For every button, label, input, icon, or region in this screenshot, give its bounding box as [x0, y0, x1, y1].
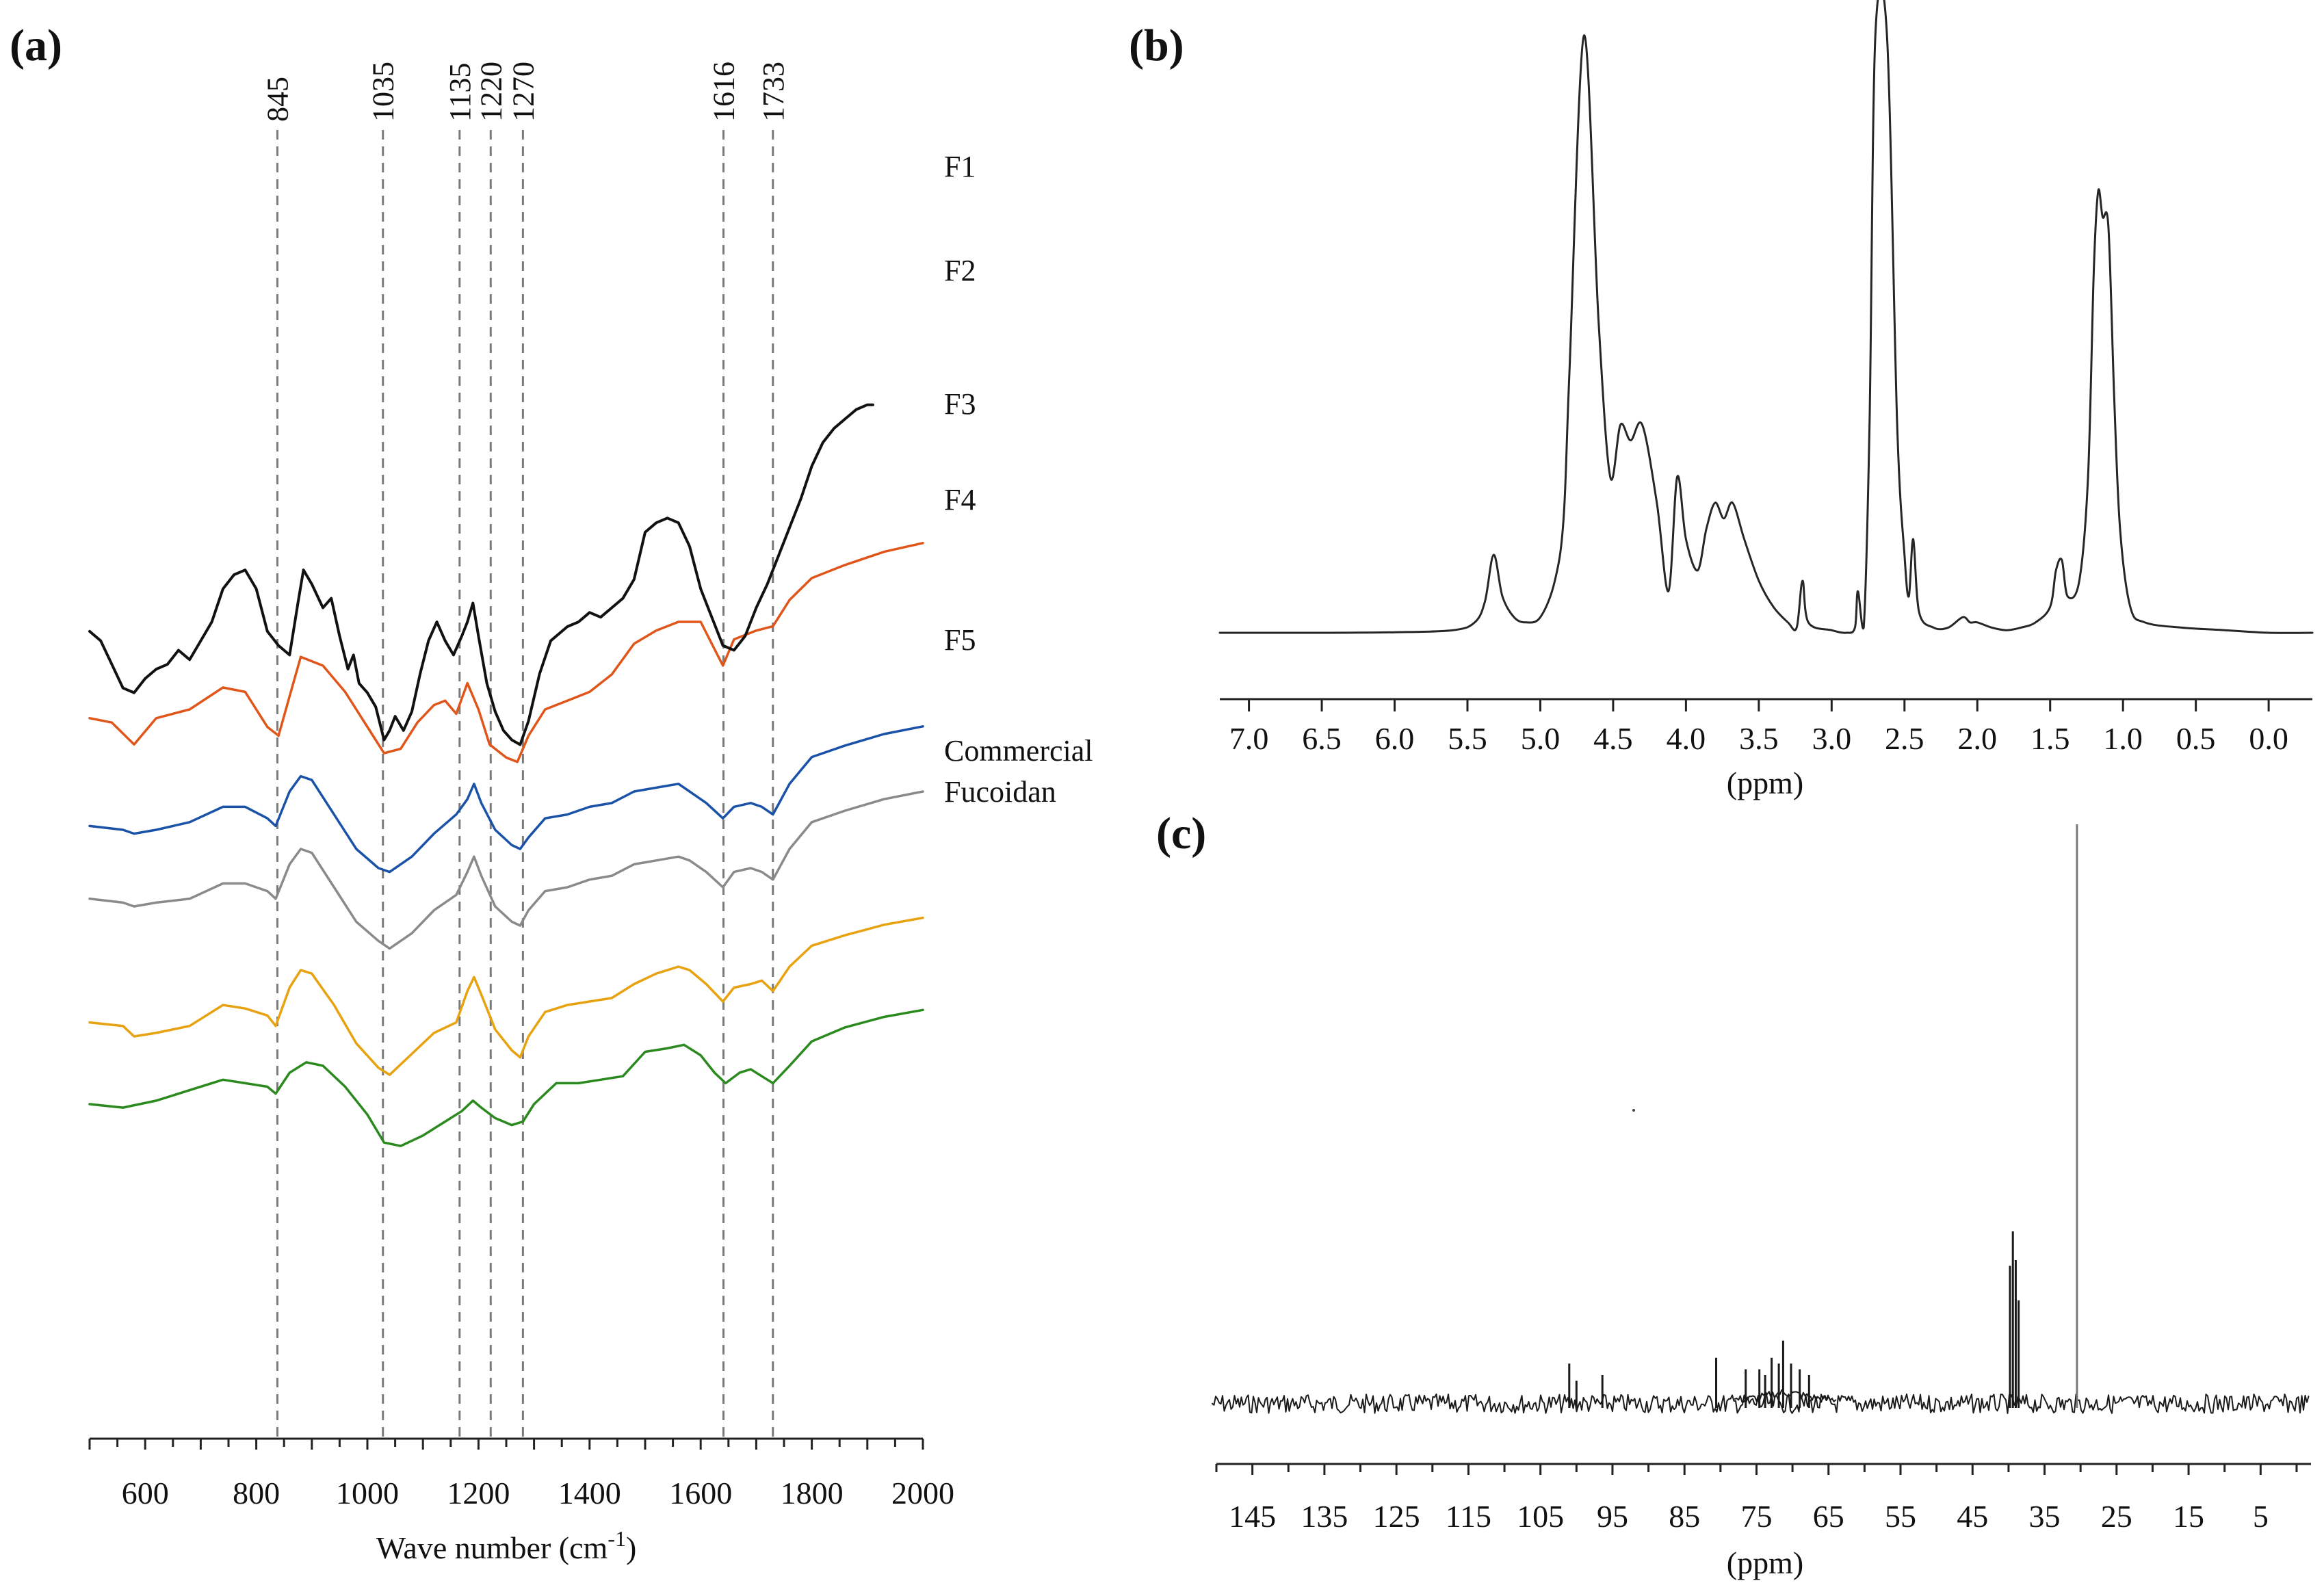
peak-label-1220: 1220 [474, 62, 508, 122]
c-x-tick-label-135: 135 [1301, 1499, 1348, 1534]
c-x-tick-label-15: 15 [2173, 1499, 2204, 1534]
series-label-f1: F1 [944, 150, 976, 183]
series-line-commercial-fucoidan [88, 403, 874, 746]
series-line-f2 [88, 916, 924, 1076]
series-label-f4: F4 [944, 483, 976, 516]
x-tick-label-1800: 1800 [781, 1476, 844, 1510]
panel-b-x-ticks: 7.0 6.5 6.0 5.5 5.0 4.5 4.0 3.5 3.0 2.5 2.0 1.5 1.0 0… [1229, 699, 2288, 756]
peak-label-845: 845 [261, 77, 294, 122]
series-line-f1 [88, 1008, 924, 1147]
c-x-tick-label-75: 75 [1740, 1499, 1772, 1534]
c-x-tick-label-115: 115 [1446, 1499, 1491, 1534]
b-x-tick-label-7.0: 7.0 [1229, 721, 1269, 756]
c-x-tick-label-65: 65 [1813, 1499, 1844, 1534]
panel-b-x-axis-title: (ppm) [1727, 766, 1803, 800]
b-x-tick-label-1.5: 1.5 [2031, 721, 2070, 756]
c-x-tick-label-85: 85 [1669, 1499, 1700, 1534]
panel-a-series-labels: F1 F2 F3 F4 F5 Commercial Fucoidan [944, 150, 1093, 809]
nmr-13c-carbohydrate-region [1734, 1389, 1837, 1403]
x-tick-label-800: 800 [233, 1476, 280, 1510]
series-line-f3 [88, 790, 924, 950]
b-x-tick-label-4.5: 4.5 [1593, 721, 1633, 756]
series-label-fucoidan: Fucoidan [944, 775, 1056, 809]
c-x-tick-label-125: 125 [1373, 1499, 1420, 1534]
panel-c-spectrum [1212, 824, 2310, 1414]
c-x-tick-label-95: 95 [1597, 1499, 1628, 1534]
c-x-tick-label-145: 145 [1229, 1499, 1276, 1534]
c-x-tick-label-5: 5 [2253, 1499, 2269, 1534]
peak-label-1616: 1616 [707, 62, 740, 122]
x-tick-label-1400: 1400 [558, 1476, 621, 1510]
c-x-tick-label-35: 35 [2029, 1499, 2061, 1534]
x-tick-label-1200: 1200 [447, 1476, 510, 1510]
c-x-tick-label-105: 105 [1517, 1499, 1564, 1534]
b-x-tick-label-0.5: 0.5 [2176, 721, 2216, 756]
series-label-f2: F2 [944, 254, 976, 287]
panel-c-stray-dot [1632, 1109, 1635, 1112]
panel-a-x-ticks: 600 800 1000 1200 1400 1600 1800 2000 [88, 1439, 954, 1510]
peak-label-1733: 1733 [757, 62, 790, 122]
peak-label-1135: 1135 [443, 63, 477, 122]
x-axis-title-superscript: -1 [608, 1526, 626, 1551]
panel-b-1h-nmr-chart: (b) 7.0 6.5 6.0 5.5 5.0 4.5 4.0 3.5 3.0 2.5 2.0 1.5… [1129, 0, 2314, 800]
x-axis-title-main: Wave number (cm [376, 1530, 608, 1565]
panel-c-label: (c) [1156, 809, 1206, 859]
panel-c-x-axis-title: (ppm) [1727, 1545, 1803, 1580]
b-x-tick-label-5.0: 5.0 [1521, 721, 1561, 756]
x-tick-label-2000: 2000 [891, 1476, 954, 1510]
x-axis-title-close: ) [626, 1530, 636, 1565]
c-x-tick-label-55: 55 [1885, 1499, 1916, 1534]
peak-label-1270: 1270 [506, 62, 540, 122]
b-x-tick-label-2.5: 2.5 [1885, 721, 1924, 756]
panel-c-13c-nmr-chart: (c) 145 135 125 115 105 95 85 75 65 55 45 35 25 15 5 (… [1156, 809, 2311, 1580]
b-x-tick-label-6.0: 6.0 [1375, 721, 1415, 756]
b-x-tick-label-6.5: 6.5 [1302, 721, 1342, 756]
b-x-tick-label-5.5: 5.5 [1448, 721, 1487, 756]
x-tick-label-1600: 1600 [669, 1476, 732, 1510]
nmr-1h-spectrum-line [1218, 0, 2314, 634]
series-label-commercial: Commercial [944, 734, 1093, 768]
panel-a-label: (a) [10, 21, 62, 70]
panel-a-series [88, 403, 924, 1147]
b-x-tick-label-0.0: 0.0 [2249, 721, 2288, 756]
panel-b-label: (b) [1129, 21, 1184, 70]
panel-a-x-axis-title: Wave number (cm-1) [376, 1526, 637, 1565]
series-label-f5: F5 [944, 623, 976, 657]
x-tick-label-1000: 1000 [336, 1476, 399, 1510]
panel-b-spectrum [1218, 0, 2314, 634]
b-x-tick-label-3.0: 3.0 [1812, 721, 1852, 756]
b-x-tick-label-4.0: 4.0 [1667, 721, 1706, 756]
c-x-tick-label-45: 45 [1957, 1499, 1988, 1534]
panel-c-x-ticks: 145 135 125 115 105 95 85 75 65 55 45 35 25 15 5 [1215, 1464, 2298, 1534]
c-x-tick-label-25: 25 [2101, 1499, 2132, 1534]
series-line-f4 [88, 725, 924, 874]
series-label-f3: F3 [944, 387, 976, 421]
b-x-tick-label-2.0: 2.0 [1958, 721, 1998, 756]
peak-label-1035: 1035 [367, 62, 400, 122]
b-x-tick-label-3.5: 3.5 [1739, 721, 1779, 756]
b-x-tick-label-1.0: 1.0 [2103, 721, 2143, 756]
x-tick-label-600: 600 [122, 1476, 169, 1510]
